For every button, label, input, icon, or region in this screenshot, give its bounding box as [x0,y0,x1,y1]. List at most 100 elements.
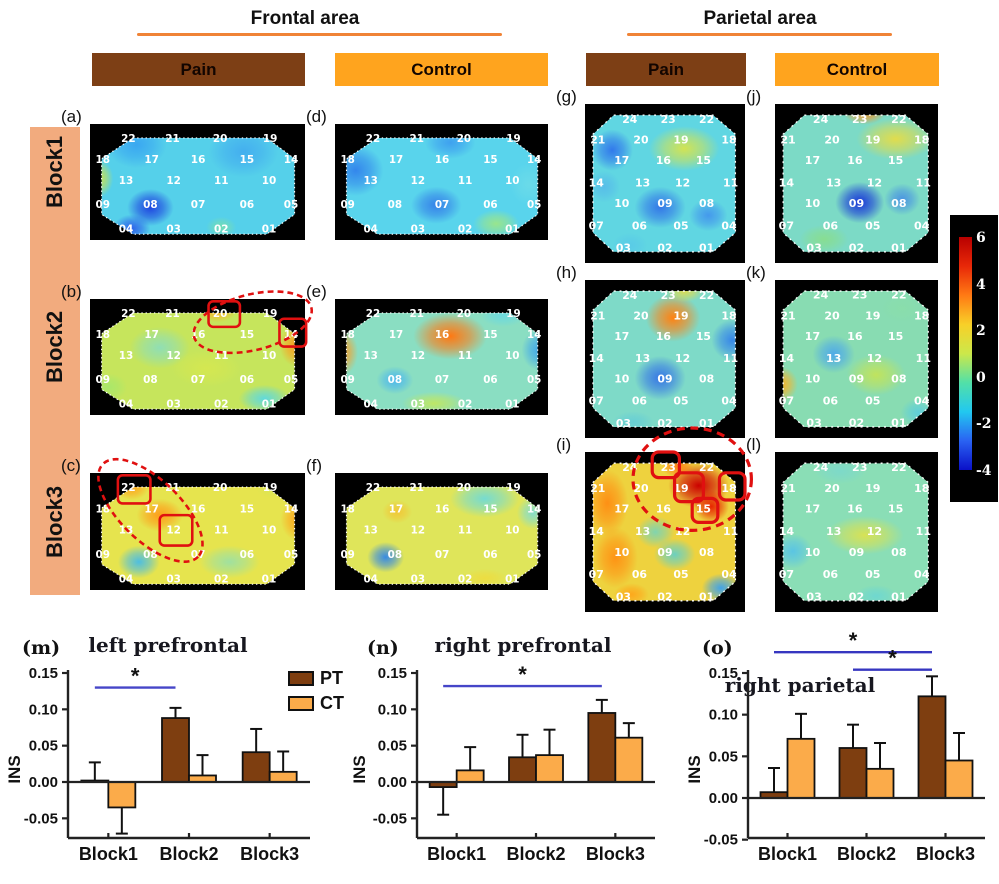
channel-label-10: 10 [505,524,519,536]
bar-chart-m-left-prefrontal: (m) left prefrontal 0.15 0.10 0.05 0.00 -0.05 I… [0,630,345,884]
channel-label-04: 04 [721,568,737,581]
channel-label-12: 12 [411,175,425,187]
figure-graphic [117,545,160,579]
figure-graphic [106,137,167,169]
figure-graphic [854,584,898,601]
channel-label-12: 12 [867,525,882,538]
channel-label-14: 14 [284,503,299,515]
y-tick-label: 0.15 [29,665,58,682]
channel-label-06: 06 [483,199,497,211]
channel-label-15: 15 [888,154,903,167]
channel-label-02: 02 [458,224,472,236]
channel-label-07: 07 [435,199,449,211]
figure-graphic [884,183,921,216]
figure-graphic [825,516,904,555]
channel-label-16: 16 [847,330,862,343]
channel-label-11: 11 [458,524,472,536]
channel-label-06: 06 [483,549,497,561]
significance-asterisk: * [888,646,897,671]
channel-highlight-rect [278,317,308,348]
channel-label-03: 03 [166,573,181,585]
figure-graphic [812,335,855,374]
figure-graphic [593,527,638,588]
chart-title-n: right prefrontal [435,633,612,657]
channel-label-05: 05 [527,374,541,386]
heatmap-svg-g: 24 23 22 21 20 19 18 17 16 15 14 13 12 11 10 09 08 07 06 05… [589,113,739,255]
channel-label-06: 06 [483,374,497,386]
channel-label-13: 13 [826,177,841,190]
channel-label-20: 20 [457,308,471,320]
channel-label-23: 23 [661,289,676,302]
figure-graphic [510,163,538,206]
channel-label-06: 06 [823,568,839,581]
legend-item-pt: PT [288,668,344,689]
channel-highlight-rect [690,496,720,524]
channel-label-23: 23 [852,113,867,126]
channel-label-09: 09 [340,549,354,561]
channel-label-23: 23 [852,461,867,474]
figure-graphic [783,366,798,402]
bar-CT-Block2 [535,754,564,783]
figure-graphic [593,129,633,171]
channel-label-10: 10 [614,197,630,210]
channel-label-18: 18 [96,329,111,341]
channel-label-05: 05 [865,220,880,233]
y-tick-label: 0.05 [378,738,407,755]
heatmap-panel-c-pain-block3: 22 21 20 19 18 17 16 15 14 13 12 11 10 09 08 07 06 05 04 03… [90,457,305,590]
channel-label-15: 15 [483,329,497,341]
channel-label-07: 07 [779,395,794,408]
y-axis-label-n: INS [350,755,369,783]
parietal-area-underline [627,33,892,36]
channel-label-21: 21 [410,308,424,320]
channel-label-12: 12 [867,177,882,190]
y-tick-label: 0.15 [378,665,407,682]
figure-graphic [521,329,538,371]
figure-graphic [593,291,736,427]
channel-label-11: 11 [916,525,931,538]
y-tick-label: 0.00 [709,790,738,807]
channel-label-09: 09 [96,199,111,211]
channel-label-21: 21 [165,133,180,145]
significance-asterisk: * [518,662,527,687]
channel-label-20: 20 [633,482,649,495]
channel-label-14: 14 [779,352,795,365]
figure-graphic [171,350,242,388]
channel-label-02: 02 [849,242,864,255]
channel-label-12: 12 [675,177,690,190]
channel-label-05: 05 [284,374,299,386]
figure-graphic [634,355,686,401]
channel-label-08: 08 [143,374,158,386]
channel-label-10: 10 [805,197,821,210]
heatmap-svg-d: 22 21 20 19 18 17 16 15 14 13 12 11 10 09 08 07 06 05 04 03… [340,133,541,236]
channel-label-16: 16 [435,329,449,341]
y-tick-label: 0.00 [378,774,407,791]
channel-label-21: 21 [780,309,795,322]
panel-letter-e: (e) [306,282,327,301]
y-tick-label: 0.15 [709,665,738,682]
bar-PT-Block3 [241,751,271,783]
channel-label-02: 02 [849,417,864,430]
y-tick-label: 0.05 [29,738,58,755]
channel-label-15: 15 [240,329,255,341]
channel-label-08: 08 [388,549,402,561]
bar-CT-Block1 [786,737,816,799]
channel-label-17: 17 [389,503,403,515]
channel-label-10: 10 [805,373,821,386]
figure-graphic [783,533,813,569]
significant-channel-annotations [97,457,204,563]
channel-label-20: 20 [457,133,471,145]
figure-graphic [593,469,629,537]
channel-label-17: 17 [805,330,820,343]
figure-graphic [473,209,520,235]
channel-label-19: 19 [673,482,688,495]
figure-graphic [689,199,728,232]
figure-graphic [101,159,114,198]
bar-PT-Block2 [838,747,868,799]
channel-label-02: 02 [214,399,229,411]
colorbar-tick: -4 [976,463,992,479]
channel-label-19: 19 [865,309,880,322]
region-highlight-ellipse [631,426,753,532]
figure-graphic [413,312,487,360]
channel-label-17: 17 [614,503,629,516]
channel-label-07: 07 [435,374,449,386]
